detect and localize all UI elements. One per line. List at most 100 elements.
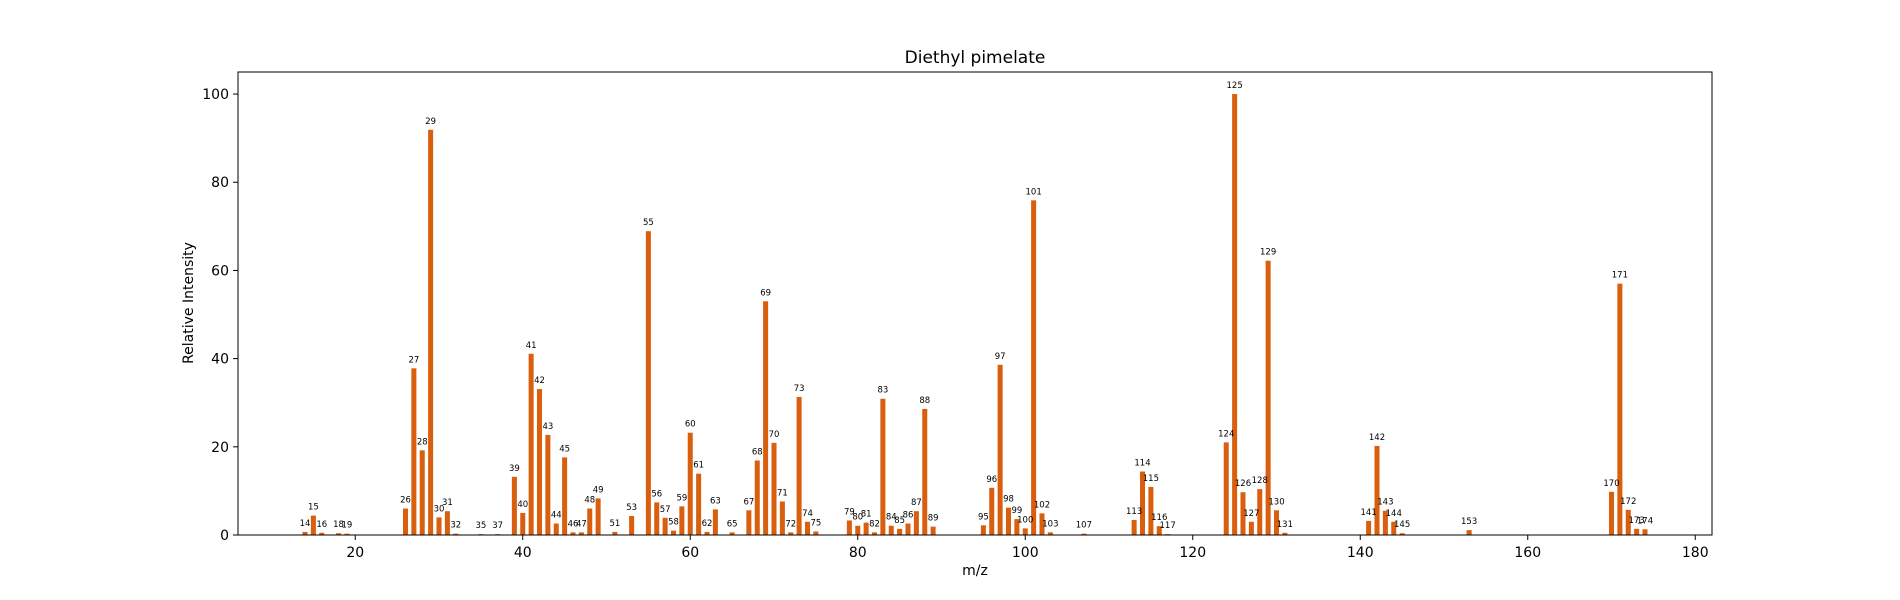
bar-mz-29 (428, 129, 434, 535)
bar-label-mz-59: 59 (676, 493, 687, 503)
bar-label-mz-71: 71 (777, 488, 788, 498)
bar-label-mz-43: 43 (542, 422, 553, 432)
bar-label-mz-82: 82 (869, 519, 880, 529)
bar-mz-172 (1625, 509, 1631, 535)
x-tick-label: 160 (1514, 545, 1541, 561)
x-tick-label: 120 (1179, 545, 1206, 561)
bar-label-mz-173: 173 (1629, 516, 1645, 526)
bar-label-mz-124: 124 (1218, 429, 1234, 439)
bar-label-mz-117: 117 (1160, 521, 1176, 531)
bar-label-mz-153: 153 (1461, 517, 1477, 527)
bar-label-mz-75: 75 (810, 518, 821, 528)
bar-mz-81 (863, 522, 869, 535)
bar-label-mz-74: 74 (802, 509, 813, 519)
bar-mz-144 (1391, 521, 1397, 535)
bar-label-mz-68: 68 (752, 447, 763, 457)
bar-mz-15 (310, 515, 316, 535)
bar-label-mz-46: 46 (568, 519, 579, 529)
bar-label-mz-26: 26 (400, 496, 411, 506)
bar-mz-83 (880, 398, 886, 535)
bar-label-mz-100: 100 (1017, 515, 1033, 525)
y-tick-label: 20 (211, 440, 229, 456)
x-tick-label: 180 (1682, 545, 1709, 561)
bar-mz-131 (1282, 532, 1288, 535)
bar-mz-61 (696, 473, 702, 535)
bar-mz-101 (1031, 200, 1037, 535)
bar-mz-143 (1382, 510, 1388, 535)
bar-label-mz-51: 51 (609, 519, 620, 529)
bar-label-mz-67: 67 (743, 497, 754, 507)
bar-label-mz-102: 102 (1034, 500, 1050, 510)
bar-label-mz-144: 144 (1386, 509, 1402, 519)
bar-label-mz-79: 79 (844, 507, 855, 517)
bar-label-mz-45: 45 (559, 444, 570, 454)
bar-label-mz-65: 65 (727, 519, 738, 529)
bar-mz-53 (629, 516, 635, 535)
bar-label-mz-84: 84 (886, 513, 897, 523)
chart-title: Diethyl pimelate (905, 48, 1046, 68)
bar-mz-130 (1273, 510, 1280, 535)
bar-label-mz-32: 32 (450, 521, 461, 531)
bar-label-mz-128: 128 (1252, 476, 1268, 486)
bar-series (302, 94, 1648, 536)
bar-mz-19 (344, 533, 350, 535)
bar-label-mz-61: 61 (693, 461, 704, 471)
bar-mz-16 (319, 532, 325, 535)
bar-label-mz-96: 96 (986, 475, 997, 485)
bar-label-mz-27: 27 (408, 355, 419, 365)
bar-label-mz-83: 83 (877, 386, 888, 396)
bar-mz-32 (453, 533, 459, 535)
bar-mz-97 (997, 364, 1003, 535)
bar-label-mz-174: 174 (1637, 516, 1653, 526)
bar-label-mz-44: 44 (551, 511, 562, 521)
bar-mz-41 (528, 353, 534, 535)
bar-mz-67 (746, 510, 752, 535)
bar-mz-80 (855, 525, 861, 535)
bar-mz-145 (1399, 533, 1405, 535)
y-tick-label: 0 (220, 528, 229, 544)
y-tick-label: 80 (211, 175, 229, 191)
bar-mz-88 (922, 408, 928, 535)
bar-mz-18 (335, 533, 342, 535)
bar-mz-39 (511, 476, 517, 535)
bar-mz-95 (980, 525, 986, 535)
bar-label-mz-170: 170 (1603, 479, 1619, 489)
bar-mz-174 (1642, 529, 1648, 535)
bar-label-mz-85: 85 (894, 516, 905, 526)
bar-mz-28 (419, 450, 425, 535)
bar-mz-31 (444, 511, 450, 535)
bar-label-mz-18: 18 (333, 520, 344, 530)
bar-label-mz-62: 62 (702, 519, 713, 529)
bar-label-mz-130: 130 (1268, 497, 1284, 507)
bar-label-mz-131: 131 (1277, 520, 1293, 530)
bar-label-mz-63: 63 (710, 496, 721, 506)
bar-label-mz-81: 81 (861, 510, 872, 520)
bar-label-mz-30: 30 (434, 504, 445, 514)
x-axis-label: m/z (962, 563, 988, 579)
bar-label-mz-95: 95 (978, 512, 989, 522)
bar-label-mz-56: 56 (651, 489, 662, 499)
bar-mz-59 (679, 506, 685, 535)
bar-mz-75 (813, 531, 819, 535)
bar-label-mz-42: 42 (534, 376, 545, 386)
bar-mz-63 (712, 509, 718, 535)
bar-mz-57 (662, 517, 668, 535)
bar-mz-43 (545, 434, 551, 535)
x-tick-label: 100 (1012, 545, 1039, 561)
bar-mz-125 (1232, 94, 1238, 536)
bar-mz-51 (612, 531, 618, 535)
bar-label-mz-115: 115 (1143, 474, 1159, 484)
bar-label-mz-142: 142 (1369, 433, 1385, 443)
bar-label-mz-72: 72 (785, 519, 796, 529)
x-axis-ticks: 20 40 60 80 100 120 140 160 180 (346, 535, 1709, 561)
bar-mz-84 (888, 525, 894, 535)
bar-mz-171 (1617, 283, 1623, 535)
bar-mz-127 (1248, 521, 1254, 535)
bar-label-mz-103: 103 (1042, 519, 1058, 529)
bar-label-mz-80: 80 (852, 513, 863, 523)
bar-label-mz-113: 113 (1126, 507, 1142, 517)
bar-label-mz-73: 73 (794, 384, 805, 394)
bar-mz-129 (1265, 260, 1271, 535)
